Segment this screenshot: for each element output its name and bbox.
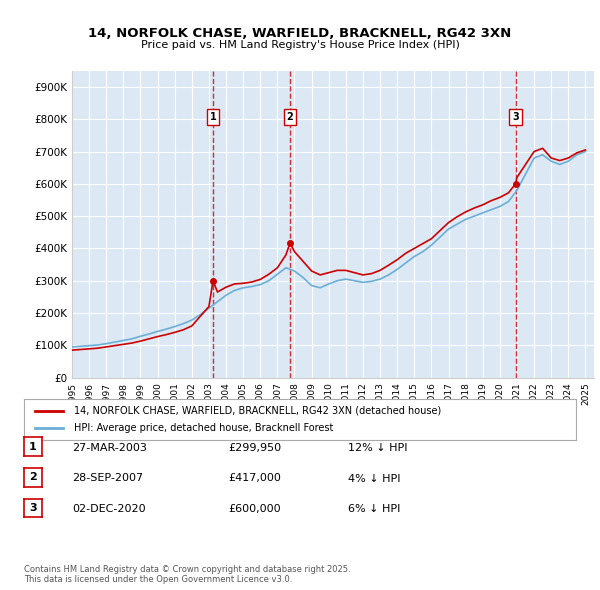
Text: £417,000: £417,000 — [228, 474, 281, 483]
Text: 2: 2 — [29, 473, 37, 482]
Text: 28-SEP-2007: 28-SEP-2007 — [72, 474, 143, 483]
Text: 4% ↓ HPI: 4% ↓ HPI — [348, 474, 401, 483]
Text: 14, NORFOLK CHASE, WARFIELD, BRACKNELL, RG42 3XN: 14, NORFOLK CHASE, WARFIELD, BRACKNELL, … — [88, 27, 512, 40]
Text: 6% ↓ HPI: 6% ↓ HPI — [348, 504, 400, 514]
Text: 12% ↓ HPI: 12% ↓ HPI — [348, 443, 407, 453]
Text: 02-DEC-2020: 02-DEC-2020 — [72, 504, 146, 514]
Text: 1: 1 — [29, 442, 37, 451]
Text: Price paid vs. HM Land Registry's House Price Index (HPI): Price paid vs. HM Land Registry's House … — [140, 40, 460, 50]
Text: 14, NORFOLK CHASE, WARFIELD, BRACKNELL, RG42 3XN (detached house): 14, NORFOLK CHASE, WARFIELD, BRACKNELL, … — [74, 406, 441, 416]
Text: 2: 2 — [287, 112, 293, 122]
Text: 1: 1 — [209, 112, 217, 122]
Text: Contains HM Land Registry data © Crown copyright and database right 2025.
This d: Contains HM Land Registry data © Crown c… — [24, 565, 350, 584]
Text: HPI: Average price, detached house, Bracknell Forest: HPI: Average price, detached house, Brac… — [74, 423, 333, 433]
Text: 3: 3 — [29, 503, 37, 513]
Text: 3: 3 — [512, 112, 519, 122]
Text: 27-MAR-2003: 27-MAR-2003 — [72, 443, 147, 453]
Text: £299,950: £299,950 — [228, 443, 281, 453]
Text: £600,000: £600,000 — [228, 504, 281, 514]
